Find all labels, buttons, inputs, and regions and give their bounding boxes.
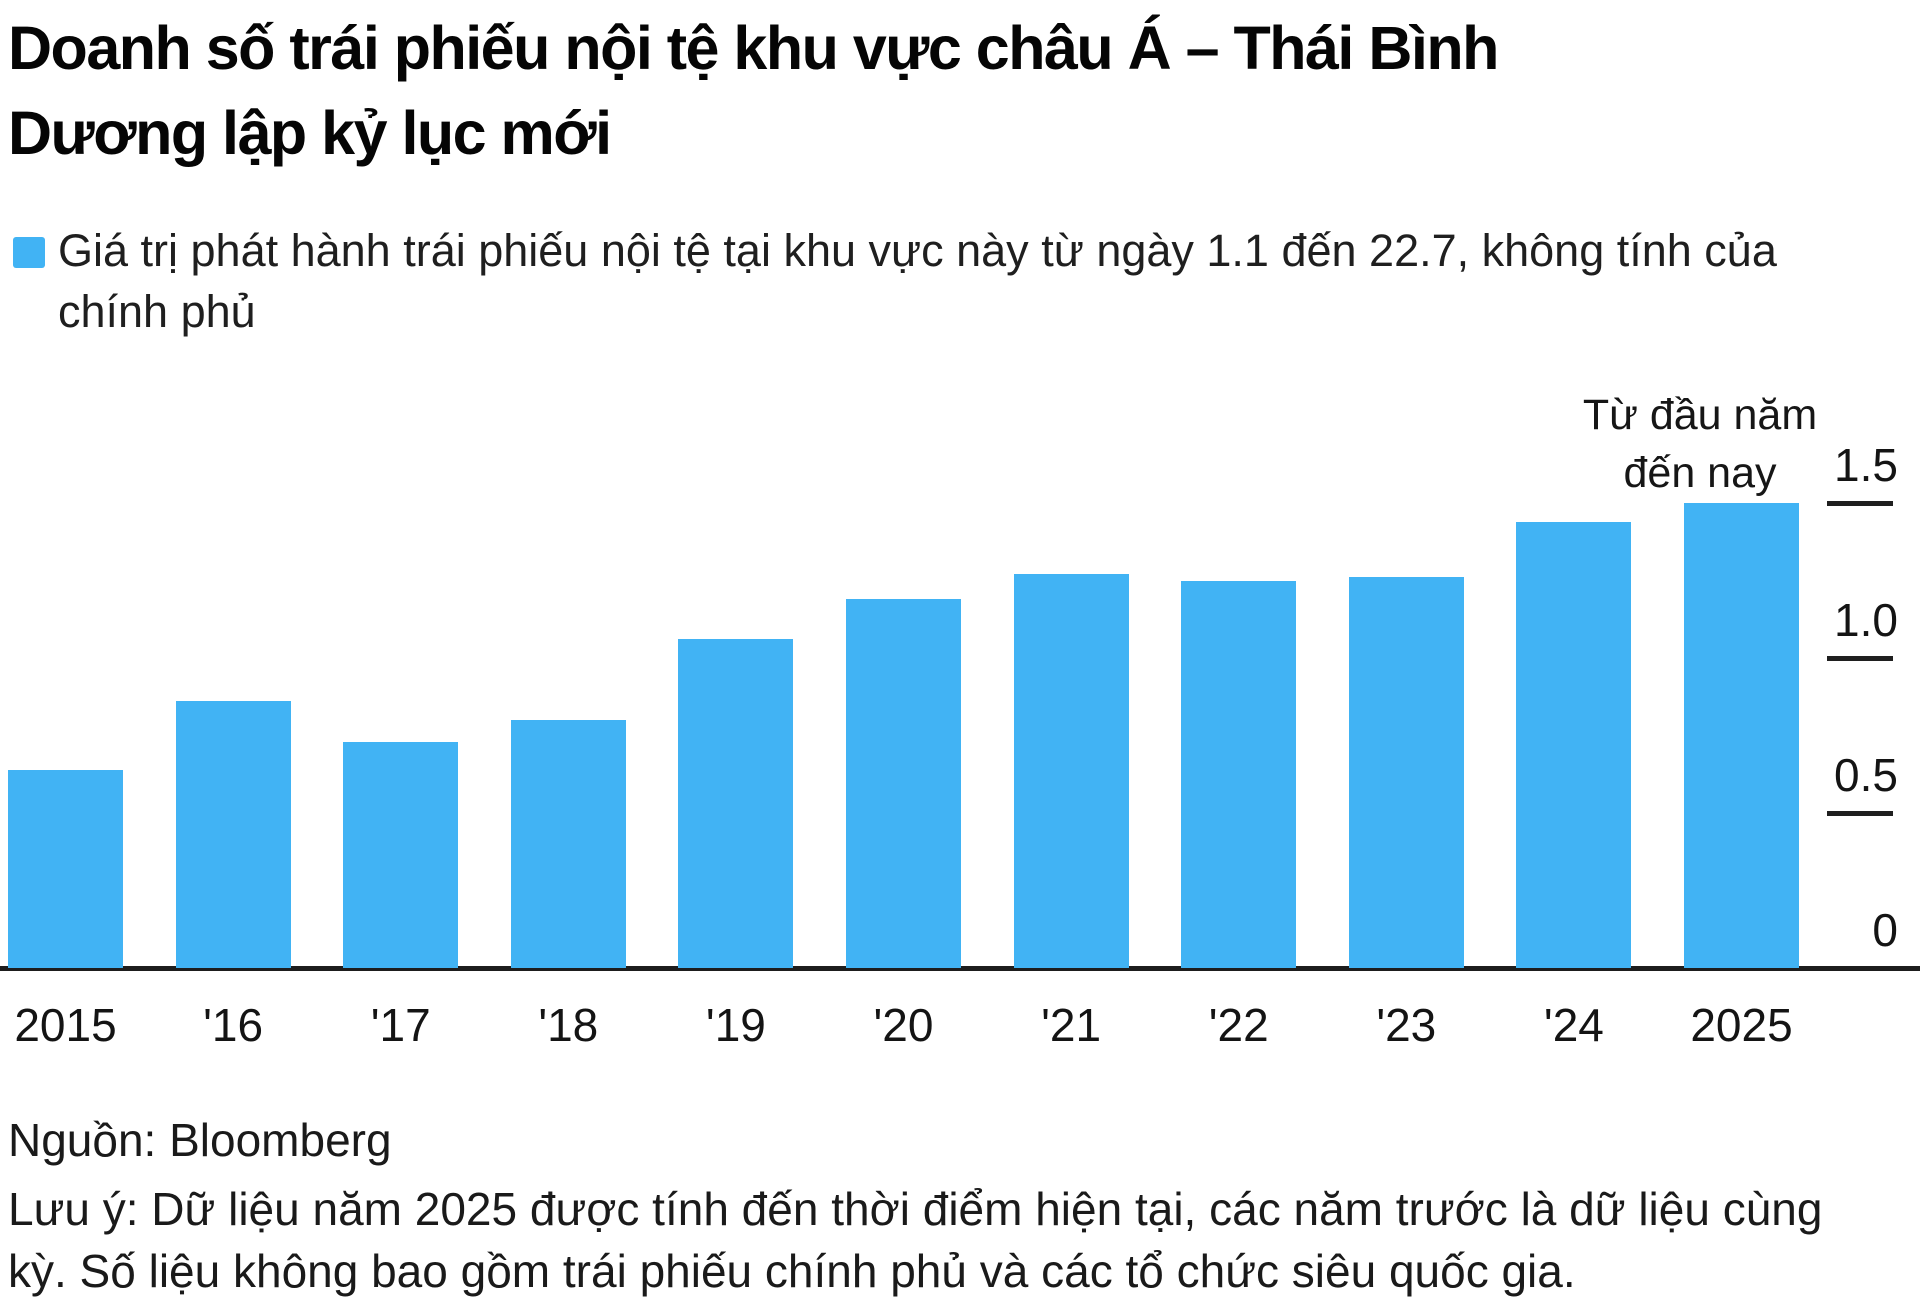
bar-17 (343, 741, 459, 968)
legend-swatch-icon (13, 237, 45, 268)
annotation-line2: đến nay (1623, 449, 1777, 497)
bar-2015 (8, 769, 123, 968)
x-label-2015: 2015 (14, 999, 117, 1051)
bar-20 (846, 599, 961, 968)
x-label-17: '17 (370, 999, 431, 1051)
y-tick-label-0.5: 0.5 (1834, 749, 1898, 801)
legend-label-line2: chính phủ (58, 286, 256, 337)
x-label-18: '18 (538, 999, 599, 1051)
annotation-ytd: Từ đầu năm đến nay (1500, 386, 1900, 502)
x-label-22: '22 (1208, 999, 1269, 1051)
x-label-2025: 2025 (1690, 999, 1793, 1051)
bar-16 (175, 701, 291, 968)
y-tick-label-1.5: 1.5 (1834, 439, 1898, 491)
chart-title-line1: Doanh số trái phiếu nội tệ khu vực châu … (8, 14, 1499, 82)
annotation-line1: Từ đầu năm (1582, 391, 1818, 439)
x-label-20: '20 (873, 999, 934, 1051)
bar-2025 (1684, 503, 1799, 968)
x-label-24: '24 (1543, 999, 1604, 1051)
bar-23 (1348, 577, 1464, 968)
x-label-21: '21 (1041, 999, 1102, 1051)
y-tick-mark-1.0 (1827, 656, 1893, 661)
legend-label-line1: Giá trị phát hành trái phiếu nội tệ tại … (58, 225, 1777, 276)
x-label-19: '19 (705, 999, 766, 1051)
note-line2: kỳ. Số liệu không bao gồm trái phiếu chí… (8, 1245, 1576, 1297)
legend-label: Giá trị phát hành trái phiếu nội tệ tại … (58, 220, 1777, 342)
y-tick-label-0: 0 (1872, 904, 1898, 956)
note-line1: Lưu ý: Dữ liệu năm 2025 được tính đến th… (8, 1183, 1823, 1235)
source-label: Nguồn: Bloomberg (8, 1114, 392, 1166)
x-axis-baseline (0, 966, 1920, 971)
y-tick-mark-0.5 (1827, 811, 1893, 816)
x-label-16: '16 (203, 999, 264, 1051)
bar-19 (678, 639, 794, 968)
chart-title: Doanh số trái phiếu nội tệ khu vực châu … (8, 6, 1499, 176)
bar-24 (1516, 521, 1632, 968)
chart-title-line2: Dương lập kỷ lục mới (8, 99, 612, 167)
bar-22 (1181, 580, 1297, 968)
y-tick-label-1.0: 1.0 (1834, 594, 1898, 646)
bar-21 (1013, 574, 1129, 968)
bar-18 (510, 720, 626, 968)
y-tick-mark-1.5 (1827, 501, 1893, 506)
x-label-23: '23 (1376, 999, 1437, 1051)
